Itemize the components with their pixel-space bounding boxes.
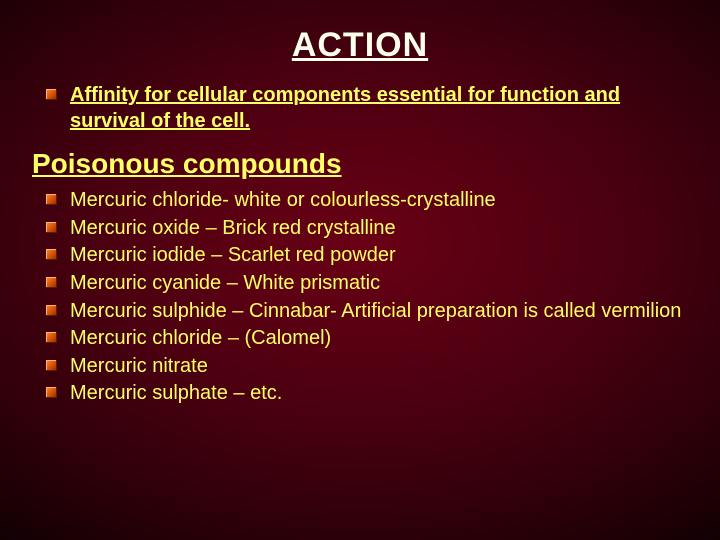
section-heading: Poisonous compounds (32, 148, 692, 180)
list-item: Mercuric nitrate (40, 354, 692, 380)
list-item: Mercuric cyanide – White prismatic (40, 271, 692, 297)
list-item: Mercuric oxide – Brick red crystalline (40, 216, 692, 242)
list-item: Mercuric chloride- white or colourless-c… (40, 188, 692, 214)
list-item: Mercuric chloride – (Calomel) (40, 326, 692, 352)
slide-title: ACTION (28, 26, 692, 65)
list-item: Mercuric sulphate – etc. (40, 381, 692, 407)
subheading-item: Affinity for cellular components essenti… (40, 83, 692, 134)
list-item: Mercuric iodide – Scarlet red powder (40, 243, 692, 269)
subheading-list: Affinity for cellular components essenti… (40, 83, 692, 134)
compounds-list: Mercuric chloride- white or colourless-c… (40, 188, 692, 407)
list-item: Mercuric sulphide – Cinnabar- Artificial… (40, 299, 692, 325)
